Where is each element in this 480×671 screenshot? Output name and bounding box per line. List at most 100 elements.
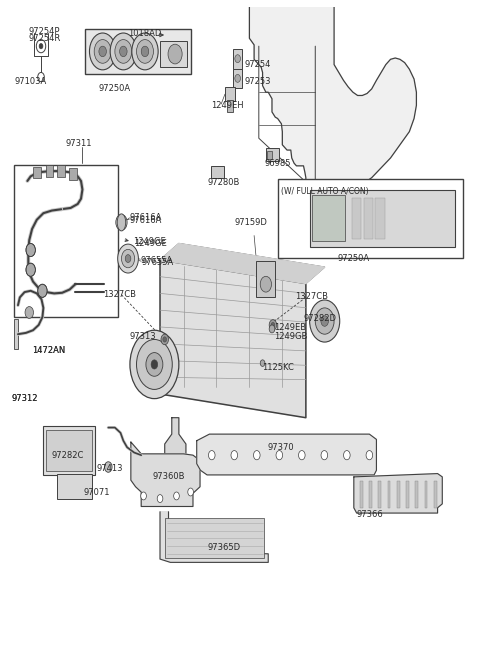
- Text: 97312: 97312: [12, 394, 38, 403]
- Bar: [266, 148, 279, 161]
- Text: 1125KC: 1125KC: [263, 362, 294, 372]
- Bar: [57, 474, 92, 499]
- Bar: [415, 482, 418, 508]
- Circle shape: [141, 46, 149, 56]
- Bar: [388, 482, 390, 508]
- Text: 97616A: 97616A: [130, 213, 162, 221]
- Bar: [425, 482, 427, 508]
- Text: 97254P: 97254P: [28, 27, 60, 36]
- Circle shape: [26, 244, 36, 256]
- Text: 97365D: 97365D: [207, 543, 240, 552]
- Bar: [312, 195, 345, 242]
- Bar: [352, 198, 361, 239]
- Circle shape: [235, 74, 240, 83]
- Text: 97250A: 97250A: [99, 84, 131, 93]
- Circle shape: [25, 307, 34, 319]
- Circle shape: [118, 244, 138, 273]
- Circle shape: [310, 300, 340, 342]
- Text: 97360B: 97360B: [153, 472, 185, 480]
- Text: 97370: 97370: [267, 443, 294, 452]
- Circle shape: [271, 322, 275, 327]
- Text: 1249EB: 1249EB: [274, 323, 306, 332]
- Text: 1249GE: 1249GE: [133, 237, 166, 246]
- Bar: [378, 482, 381, 508]
- Bar: [46, 165, 53, 177]
- Bar: [397, 482, 400, 508]
- Polygon shape: [131, 442, 200, 507]
- Circle shape: [235, 55, 240, 62]
- Bar: [165, 518, 264, 558]
- Circle shape: [366, 451, 372, 460]
- Text: 97103A: 97103A: [14, 76, 47, 85]
- Text: 97655A: 97655A: [141, 258, 173, 267]
- Circle shape: [110, 33, 136, 70]
- Polygon shape: [160, 512, 268, 562]
- Circle shape: [188, 488, 193, 496]
- Circle shape: [269, 325, 275, 333]
- Bar: [375, 198, 385, 239]
- Bar: [225, 87, 235, 101]
- Bar: [233, 68, 242, 89]
- Circle shape: [136, 340, 172, 389]
- Bar: [58, 165, 65, 177]
- Bar: [364, 198, 373, 239]
- Bar: [69, 168, 77, 180]
- Polygon shape: [197, 434, 376, 475]
- Circle shape: [253, 451, 260, 460]
- Circle shape: [315, 308, 334, 334]
- Bar: [14, 319, 18, 349]
- Text: 97313: 97313: [130, 332, 156, 342]
- Text: 97282D: 97282D: [304, 314, 337, 323]
- Bar: [360, 482, 363, 508]
- Circle shape: [39, 44, 43, 49]
- Bar: [33, 166, 40, 178]
- Text: 97366: 97366: [357, 510, 384, 519]
- Text: 97254R: 97254R: [28, 34, 60, 44]
- Bar: [211, 166, 224, 178]
- Bar: [256, 261, 276, 297]
- Text: 97312: 97312: [12, 394, 38, 403]
- Bar: [277, 179, 464, 258]
- Circle shape: [105, 462, 112, 472]
- Circle shape: [26, 263, 36, 276]
- Circle shape: [299, 451, 305, 460]
- Text: 1249GE: 1249GE: [134, 239, 167, 248]
- Text: 97282C: 97282C: [52, 451, 84, 460]
- Circle shape: [163, 337, 167, 342]
- Circle shape: [208, 451, 215, 460]
- Circle shape: [269, 319, 276, 330]
- Polygon shape: [160, 244, 324, 284]
- Text: 97250A: 97250A: [338, 254, 370, 263]
- Circle shape: [161, 334, 168, 345]
- Text: 1249GB: 1249GB: [274, 331, 307, 341]
- Circle shape: [120, 46, 127, 56]
- Circle shape: [141, 492, 146, 500]
- Circle shape: [276, 451, 283, 460]
- Bar: [46, 429, 92, 471]
- Circle shape: [146, 352, 163, 376]
- Circle shape: [168, 44, 182, 64]
- Bar: [434, 482, 437, 508]
- Bar: [85, 29, 191, 74]
- Circle shape: [132, 33, 158, 70]
- Text: 97254: 97254: [245, 60, 271, 69]
- Bar: [310, 190, 456, 247]
- Text: 97071: 97071: [84, 488, 110, 497]
- Bar: [14, 164, 118, 317]
- Text: 1249EH: 1249EH: [211, 101, 243, 110]
- Circle shape: [115, 40, 132, 63]
- Circle shape: [151, 360, 157, 369]
- Circle shape: [121, 250, 134, 268]
- Text: 97616A: 97616A: [130, 216, 162, 225]
- Circle shape: [125, 254, 131, 262]
- Circle shape: [99, 46, 107, 56]
- Bar: [227, 100, 233, 112]
- Circle shape: [94, 40, 111, 63]
- Text: 96985: 96985: [265, 159, 291, 168]
- Circle shape: [321, 316, 328, 326]
- Bar: [160, 41, 187, 67]
- Circle shape: [321, 451, 328, 460]
- Circle shape: [157, 495, 163, 503]
- Bar: [369, 482, 372, 508]
- Text: 97311: 97311: [66, 139, 93, 148]
